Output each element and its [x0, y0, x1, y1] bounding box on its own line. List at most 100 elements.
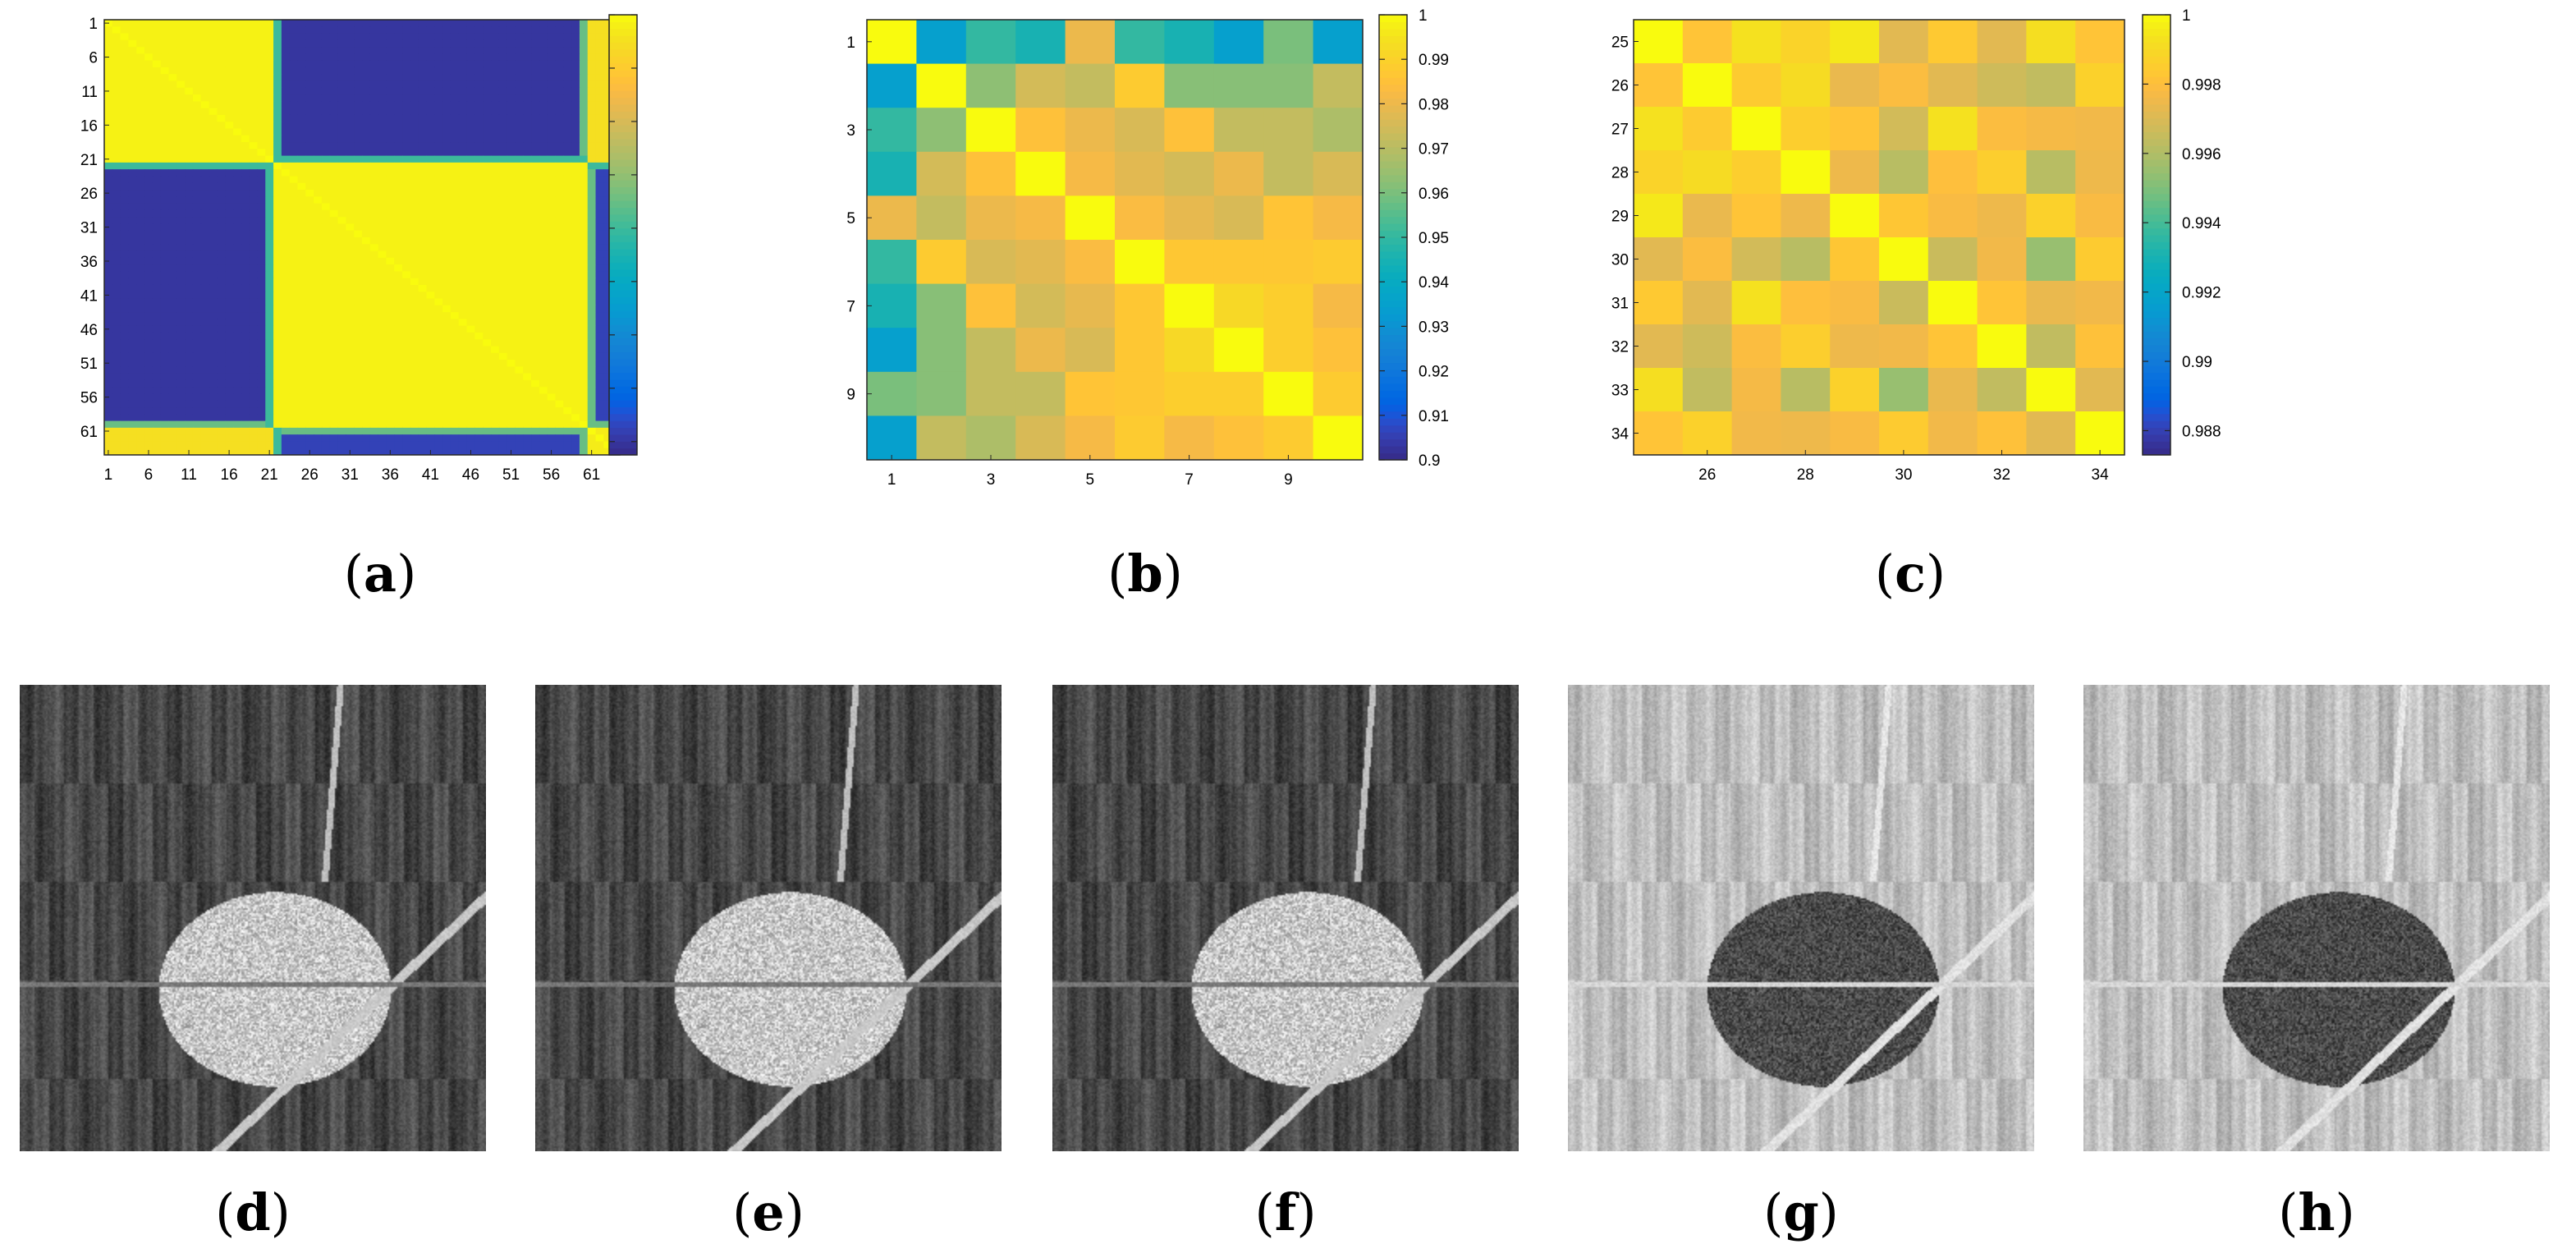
heatmap-cell	[281, 169, 291, 177]
heatmap-cell	[474, 223, 484, 232]
heatmap-cell	[579, 203, 589, 211]
heatmap-cell	[547, 190, 556, 197]
heatmap-cell	[515, 339, 524, 347]
heatmap-cell	[916, 240, 967, 285]
heatmap-cell	[442, 292, 451, 300]
heatmap-cell	[346, 441, 355, 449]
heatmap-cell	[176, 264, 186, 272]
heatmap-cell	[217, 393, 226, 402]
heatmap-cell	[209, 434, 218, 442]
heatmap-cell	[168, 420, 177, 429]
heatmap-cell	[506, 87, 516, 95]
heatmap-cell	[104, 33, 113, 41]
heatmap-cell	[563, 209, 572, 218]
heatmap-cell	[442, 305, 451, 313]
heatmap-cell	[523, 203, 532, 211]
heatmap-cell	[595, 250, 604, 259]
heatmap-cell	[321, 284, 331, 292]
heatmap-cell	[378, 209, 387, 218]
heatmap-cell	[483, 312, 492, 319]
heatmap-cell	[466, 47, 475, 54]
heatmap-cell	[289, 209, 298, 218]
heatmap-cell	[378, 196, 387, 204]
heatmap-cell	[249, 162, 258, 170]
heatmap-cell	[458, 284, 468, 292]
heatmap-cell	[369, 26, 379, 34]
heatmap-cell	[1927, 368, 1978, 412]
colorbar-segment	[1379, 216, 1407, 224]
heatmap-cell	[241, 67, 250, 75]
heatmap-cell	[112, 142, 121, 149]
heatmap-cell	[498, 379, 508, 388]
heatmap-cell	[515, 94, 524, 102]
heatmap-cell	[394, 244, 403, 252]
heatmap-cell	[402, 196, 411, 204]
heatmap-cell	[120, 217, 129, 224]
heatmap-cell	[289, 101, 298, 109]
heatmap-cell	[402, 319, 411, 327]
heatmap-cell	[394, 346, 403, 354]
heatmap-cell	[515, 434, 524, 442]
heatmap-cell	[136, 360, 145, 367]
y-tick-label: 41	[80, 287, 98, 305]
heatmap-cell	[289, 20, 298, 27]
heatmap-cell	[354, 74, 363, 82]
heatmap-cell	[587, 393, 597, 402]
heatmap-cell	[265, 87, 274, 95]
heatmap-cell	[209, 223, 218, 232]
colorbar-segment	[2143, 282, 2170, 291]
heatmap-cell	[209, 250, 218, 259]
heatmap-cell	[112, 33, 121, 41]
heatmap-cell	[378, 142, 387, 149]
heatmap-cell	[442, 20, 451, 27]
heatmap-cell	[523, 128, 532, 136]
heatmap-cell	[603, 142, 612, 149]
heatmap-cell	[474, 257, 484, 265]
heatmap-cell	[249, 176, 258, 184]
heatmap-cell	[1213, 63, 1264, 108]
heatmap-cell	[185, 284, 194, 292]
heatmap-cell	[185, 135, 194, 143]
heatmap-cell	[297, 230, 306, 238]
heatmap-cell	[192, 448, 202, 456]
heatmap-cell	[200, 250, 210, 259]
heatmap-cell	[378, 149, 387, 157]
heatmap-cell	[474, 250, 484, 259]
heatmap-cell	[1263, 416, 1314, 461]
heatmap-cell	[555, 305, 564, 313]
heatmap-cell	[547, 26, 556, 34]
colorbar-segment	[2143, 152, 2170, 160]
heatmap-cell	[168, 407, 177, 415]
heatmap-cell	[410, 407, 419, 415]
heatmap-cell	[136, 108, 145, 116]
heatmap-cell	[281, 101, 291, 109]
heatmap-cell	[329, 352, 339, 360]
heatmap-cell	[176, 366, 186, 374]
heatmap-cell	[225, 319, 234, 327]
heatmap-cell	[587, 169, 597, 177]
heatmap-cell	[587, 319, 597, 327]
heatmap-cell	[281, 190, 291, 197]
heatmap-cell	[1731, 411, 1781, 456]
heatmap-cell	[185, 87, 194, 95]
heatmap-cell	[273, 352, 282, 360]
heatmap-cell	[321, 379, 331, 388]
heatmap-cell	[362, 53, 371, 62]
heatmap-cell	[506, 292, 516, 300]
heatmap-cell	[249, 319, 258, 327]
heatmap-cell	[394, 237, 403, 245]
heatmap-cell	[595, 305, 604, 313]
heatmap-cell	[442, 39, 451, 48]
heatmap-cell	[394, 379, 403, 388]
heatmap-cell	[257, 414, 266, 422]
heatmap-cell	[378, 312, 387, 319]
heatmap-cell	[458, 182, 468, 191]
heatmap-cell	[321, 292, 331, 300]
heatmap-cell	[386, 373, 395, 381]
heatmap-cell	[587, 407, 597, 415]
heatmap-cell	[265, 155, 274, 163]
heatmap-cell	[547, 346, 556, 354]
heatmap-cell	[498, 53, 508, 62]
heatmap-cell	[144, 108, 154, 116]
heatmap-cell	[571, 414, 580, 422]
